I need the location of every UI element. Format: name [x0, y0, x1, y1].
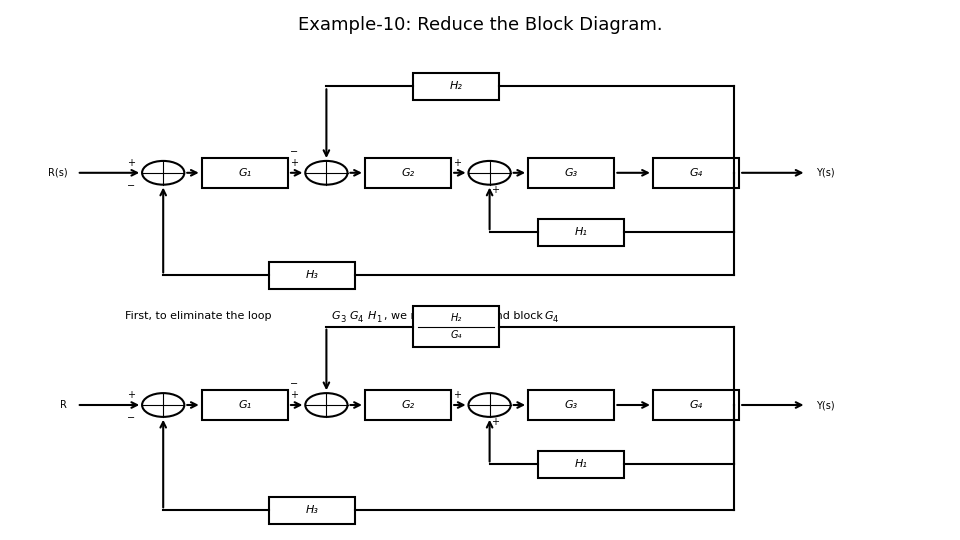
Text: H₂: H₂: [449, 82, 463, 91]
Circle shape: [305, 393, 348, 417]
Circle shape: [142, 393, 184, 417]
FancyBboxPatch shape: [528, 158, 614, 187]
Text: +: +: [492, 185, 499, 195]
Circle shape: [468, 393, 511, 417]
Circle shape: [468, 161, 511, 185]
Text: H: H: [451, 311, 460, 321]
Text: G: G: [349, 311, 358, 321]
FancyBboxPatch shape: [365, 390, 451, 420]
Text: behind block: behind block: [468, 311, 547, 321]
Text: H₃: H₃: [305, 505, 319, 515]
FancyBboxPatch shape: [413, 73, 499, 100]
Text: H₁: H₁: [574, 460, 588, 469]
Text: Example-10: Reduce the Block Diagram.: Example-10: Reduce the Block Diagram.: [298, 16, 662, 34]
Circle shape: [305, 161, 348, 185]
Text: H₁: H₁: [574, 227, 588, 237]
FancyBboxPatch shape: [202, 158, 288, 187]
Text: −: −: [290, 147, 298, 157]
FancyBboxPatch shape: [538, 219, 624, 246]
Text: H₂: H₂: [450, 313, 462, 323]
Text: G₄: G₄: [689, 400, 703, 410]
Text: 4: 4: [358, 315, 363, 323]
Text: +: +: [453, 158, 461, 168]
Text: 1: 1: [376, 315, 381, 323]
Text: −: −: [127, 181, 134, 191]
Text: Y(s): Y(s): [816, 168, 834, 178]
Text: +: +: [290, 390, 298, 400]
Text: +: +: [290, 158, 298, 168]
FancyBboxPatch shape: [269, 497, 355, 524]
Text: R(s): R(s): [48, 168, 67, 178]
FancyBboxPatch shape: [653, 158, 739, 187]
Text: G₂: G₂: [401, 168, 415, 178]
Text: R: R: [60, 400, 67, 410]
FancyBboxPatch shape: [202, 390, 288, 420]
Text: 2: 2: [460, 315, 465, 323]
FancyBboxPatch shape: [528, 390, 614, 420]
Text: −: −: [127, 414, 134, 423]
Text: −: −: [290, 380, 298, 389]
Circle shape: [142, 161, 184, 185]
Text: G: G: [331, 311, 340, 321]
Text: 4: 4: [553, 315, 558, 323]
Text: , we move: , we move: [384, 311, 445, 321]
Text: G₂: G₂: [401, 400, 415, 410]
Text: G₁: G₁: [238, 400, 252, 410]
Text: G₄: G₄: [689, 168, 703, 178]
Text: G₃: G₃: [564, 400, 578, 410]
Text: +: +: [453, 390, 461, 400]
Text: G₃: G₃: [564, 168, 578, 178]
Text: H₃: H₃: [305, 271, 319, 280]
Text: G: G: [544, 311, 553, 321]
Text: G₄: G₄: [450, 330, 462, 340]
FancyBboxPatch shape: [413, 306, 499, 347]
Text: +: +: [127, 390, 134, 400]
FancyBboxPatch shape: [653, 390, 739, 420]
Text: +: +: [492, 417, 499, 427]
Text: H: H: [368, 311, 376, 321]
FancyBboxPatch shape: [269, 262, 355, 289]
FancyBboxPatch shape: [538, 451, 624, 478]
Text: 3: 3: [340, 315, 346, 323]
Text: +: +: [127, 158, 134, 168]
Text: G₁: G₁: [238, 168, 252, 178]
Text: Y(s): Y(s): [816, 400, 834, 410]
FancyBboxPatch shape: [365, 158, 451, 187]
Text: First, to eliminate the loop: First, to eliminate the loop: [125, 311, 275, 321]
